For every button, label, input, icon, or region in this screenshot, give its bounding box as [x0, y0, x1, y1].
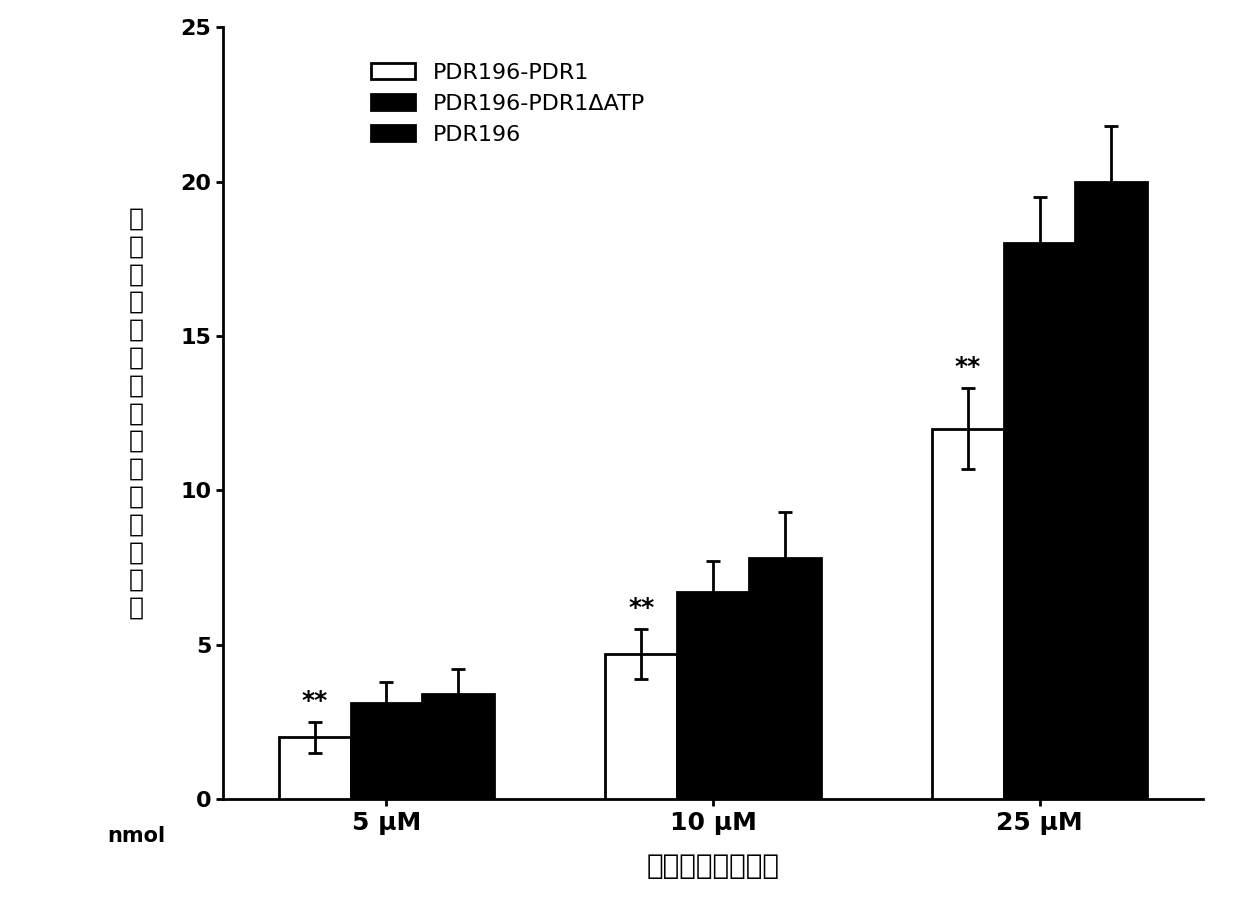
- Text: **: **: [955, 355, 981, 380]
- Text: **: **: [301, 688, 327, 713]
- Bar: [1075, 182, 1147, 799]
- Bar: [423, 694, 495, 799]
- Text: 每
克
酵
母
鲜
重
中
二
氧
青
蒿
酸
的
含
量: 每 克 酵 母 鲜 重 中 二 氧 青 蒿 酸 的 含 量: [129, 206, 144, 620]
- Bar: [1003, 243, 1075, 799]
- X-axis label: 二氧青蒿酸的浓度: 二氧青蒿酸的浓度: [646, 852, 780, 880]
- Bar: [749, 558, 821, 799]
- Bar: [351, 704, 423, 799]
- Legend: PDR196-PDR1, PDR196-PDR1ΔATP, PDR196: PDR196-PDR1, PDR196-PDR1ΔATP, PDR196: [362, 54, 653, 153]
- Text: nmol: nmol: [108, 826, 165, 846]
- Text: **: **: [627, 596, 655, 620]
- Bar: [677, 592, 749, 799]
- Bar: [605, 654, 677, 799]
- Bar: [279, 737, 351, 799]
- Bar: [931, 429, 1003, 799]
